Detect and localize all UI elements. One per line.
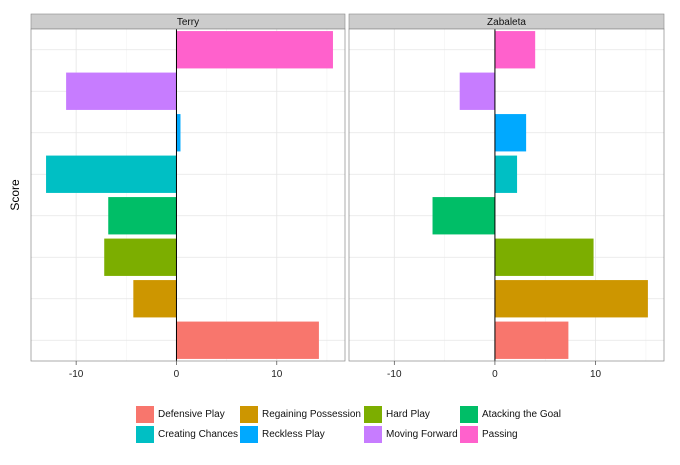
- legend-item-passing: Passing: [460, 425, 518, 443]
- panel-border-terry: [30, 28, 346, 362]
- legend-label: Moving Forward: [386, 428, 458, 440]
- legend-key-creating-chances: [136, 425, 154, 443]
- x-tick-label: 10: [271, 369, 283, 380]
- x-tick-label: -10: [387, 369, 402, 380]
- bar-terry-defensive-play: [176, 321, 319, 359]
- legend-label: Regaining Possession: [262, 408, 361, 420]
- bar-terry-reckless-play: [176, 114, 181, 152]
- legend-label: Defensive Play: [158, 408, 225, 420]
- legend-item-regaining-possession: Regaining Possession: [240, 405, 361, 423]
- bar-terry-passing: [176, 31, 333, 69]
- bar-zabaleta-defensive-play: [494, 321, 569, 359]
- legend-key-hard-play: [364, 405, 382, 423]
- bar-terry-creating-chances: [46, 155, 177, 193]
- legend-item-atacking-the-goal: Atacking the Goal: [460, 405, 561, 423]
- legend-label: Atacking the Goal: [482, 408, 561, 420]
- y-axis-title: Score: [8, 179, 22, 211]
- facet-label-terry: Terry: [177, 17, 199, 28]
- x-tick-label: -10: [69, 369, 84, 380]
- legend-key-atacking-the-goal: [460, 405, 478, 423]
- legend-label: Hard Play: [386, 408, 430, 420]
- facet-label-zabaleta: Zabaleta: [487, 17, 526, 28]
- legend-item-creating-chances: Creating Chances: [136, 425, 238, 443]
- x-tick-label: 10: [590, 369, 602, 380]
- bar-terry-moving-forward: [66, 72, 177, 110]
- bar-zabaleta-passing: [494, 31, 536, 69]
- x-tick-label: 0: [174, 369, 180, 380]
- bar-zabaleta-atacking-the-goal: [432, 197, 495, 235]
- legend-item-defensive-play: Defensive Play: [136, 405, 225, 423]
- legend-key-moving-forward: [364, 425, 382, 443]
- legend-item-reckless-play: Reckless Play: [240, 425, 325, 443]
- bar-zabaleta-reckless-play: [494, 114, 527, 152]
- x-tick-label: 0: [492, 369, 498, 380]
- bar-terry-regaining-possession: [133, 280, 177, 318]
- legend-key-reckless-play: [240, 425, 258, 443]
- legend-item-moving-forward: Moving Forward: [364, 425, 458, 443]
- panel-border-zabaleta: [348, 28, 665, 362]
- bar-zabaleta-regaining-possession: [494, 280, 648, 318]
- bar-zabaleta-hard-play: [494, 238, 594, 276]
- bar-zabaleta-creating-chances: [494, 155, 518, 193]
- legend-key-passing: [460, 425, 478, 443]
- legend-label: Passing: [482, 428, 518, 440]
- legend-key-defensive-play: [136, 405, 154, 423]
- legend-item-hard-play: Hard Play: [364, 405, 430, 423]
- bar-terry-hard-play: [104, 238, 177, 276]
- bar-terry-atacking-the-goal: [108, 197, 177, 235]
- legend-label: Reckless Play: [262, 428, 325, 440]
- bar-zabaleta-moving-forward: [459, 72, 495, 110]
- legend-label: Creating Chances: [158, 428, 239, 440]
- legend-key-regaining-possession: [240, 405, 258, 423]
